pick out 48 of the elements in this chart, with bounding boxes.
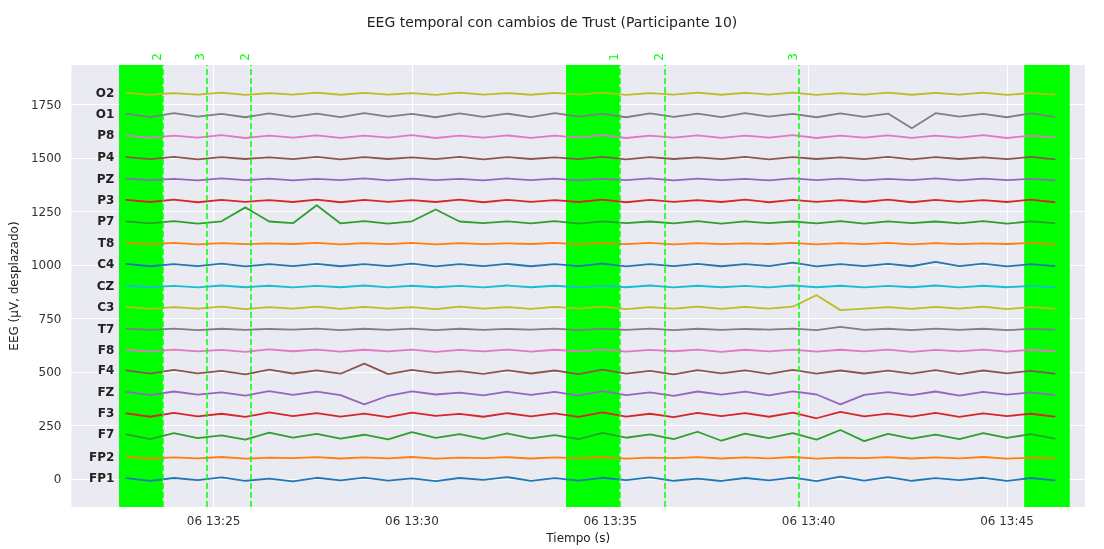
x-tick-label: 06 13:35	[583, 514, 638, 529]
ref-line-label: 1	[606, 53, 621, 61]
y-tick-label: 500	[38, 365, 62, 380]
line-series	[125, 390, 1056, 406]
y-tick-label: 0	[53, 472, 62, 487]
series-label: F3	[97, 406, 115, 421]
series-label: O2	[95, 85, 115, 100]
y-tick-label: 1500	[30, 151, 62, 166]
ref-line-label: 2	[651, 53, 666, 61]
ref-line-label: 2	[237, 53, 252, 61]
series-label: FP1	[88, 471, 115, 486]
line-series	[125, 204, 1056, 225]
x-tick-label: 06 13:40	[781, 514, 836, 529]
line-series	[125, 410, 1056, 420]
line-series	[125, 362, 1056, 376]
line-series	[125, 112, 1056, 130]
series-label: C3	[97, 299, 115, 314]
y-tick-label: 1000	[30, 258, 62, 273]
series-label: F4	[97, 363, 115, 378]
y-tick-label: 750	[38, 311, 62, 326]
series-label: P3	[97, 192, 115, 207]
y-tick-label: 1250	[30, 204, 62, 219]
series-label: PZ	[96, 171, 115, 186]
series-label: C4	[97, 256, 115, 271]
line-series	[125, 429, 1056, 443]
series-label: P4	[97, 150, 115, 165]
series-label: P7	[97, 214, 115, 229]
y-axis-title: EEG (μV, desplazado)	[7, 221, 21, 351]
series-label: P8	[97, 128, 115, 143]
series-label: FZ	[97, 384, 115, 399]
x-tick-label: 06 13:45	[980, 514, 1034, 529]
series-label: CZ	[96, 278, 115, 293]
x-tick-label: 06 13:25	[186, 514, 241, 529]
ref-line-label: 3	[785, 53, 800, 61]
series-label: O1	[95, 106, 115, 121]
series-label: F8	[97, 342, 115, 357]
y-tick-label: 250	[38, 418, 62, 433]
y-tick-label: 1750	[30, 97, 62, 112]
series-label: T8	[97, 236, 115, 251]
x-axis-title: Tiempo (s)	[545, 531, 611, 545]
line-series	[125, 294, 1056, 312]
x-tick-label: 06 13:30	[385, 514, 439, 529]
series-label: F7	[97, 427, 115, 442]
chart-title: EEG temporal con cambios de Trust (Participante 10)	[366, 14, 738, 30]
series-label: T7	[97, 321, 115, 336]
series-label: FP2	[88, 450, 115, 465]
ref-line-label: 2	[149, 53, 164, 61]
ref-line-label: 3	[193, 53, 208, 61]
